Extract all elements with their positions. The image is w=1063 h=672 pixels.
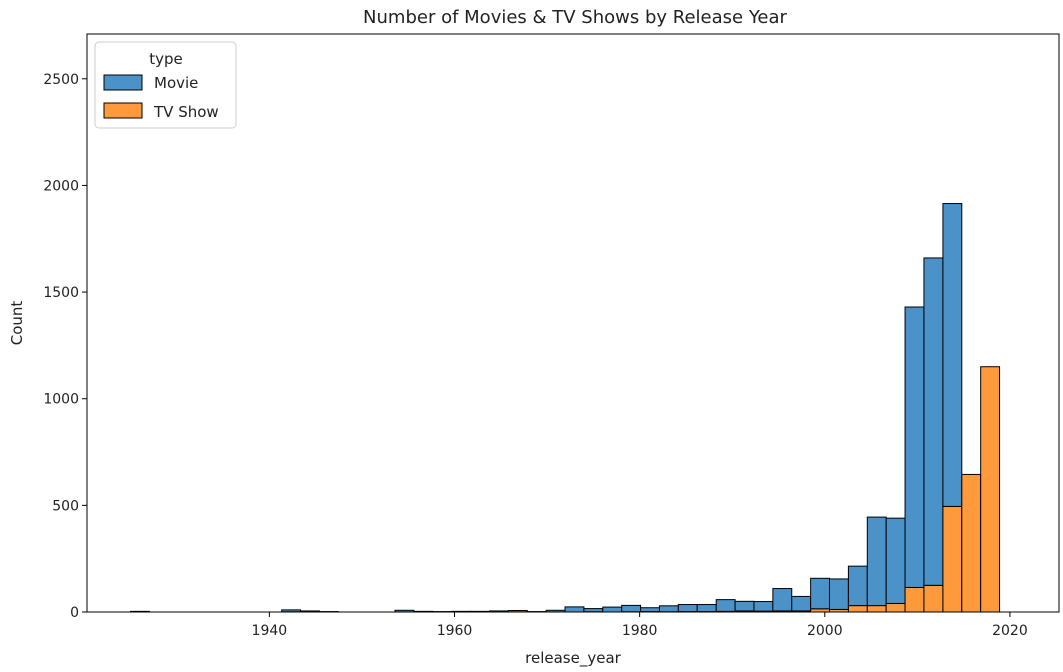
y-axis: 0 500 1000 1500 2000 2500 (43, 72, 87, 621)
x-axis-title: release_year (525, 649, 621, 668)
plot-area (130, 203, 1001, 613)
x-tick-label: 1940 (252, 623, 288, 639)
x-axis: 1940 1960 1980 2000 2020 (252, 612, 1028, 639)
x-tick-label: 1960 (437, 623, 473, 639)
bar-tv-show (942, 505, 963, 613)
bar-tv-show (980, 366, 1001, 613)
bar-tv-show (923, 584, 944, 613)
bar-movie (658, 605, 679, 613)
bar-tv-show (885, 602, 906, 613)
bar-movie (281, 609, 302, 613)
chart-title: Number of Movies & TV Shows by Release Y… (363, 7, 787, 28)
x-tick-label: 2000 (807, 623, 843, 639)
y-tick-label: 1500 (43, 285, 79, 301)
y-tick-label: 0 (70, 605, 79, 621)
bar-tv-show (904, 586, 925, 613)
legend-title: type (149, 50, 183, 68)
bar-movie (904, 306, 925, 588)
bar-movie (810, 577, 831, 610)
legend-label-tv-show: TV Show (153, 103, 219, 121)
bar-movie (621, 604, 642, 613)
bar-movie (753, 601, 774, 612)
bar-movie (715, 599, 736, 612)
y-tick-label: 500 (52, 498, 79, 514)
legend-swatch-tv-show (103, 102, 143, 119)
bar-movie (942, 203, 963, 507)
bar-movie (583, 608, 604, 613)
bar-movie (677, 604, 698, 613)
bar-movie (564, 606, 585, 613)
bar-movie (885, 517, 906, 604)
legend-swatch-movie (103, 74, 143, 91)
y-tick-label: 1000 (43, 392, 79, 408)
x-tick-label: 2020 (992, 623, 1028, 639)
legend-label-movie: Movie (154, 74, 198, 92)
bar-movie (696, 604, 717, 613)
bar-movie (602, 606, 623, 613)
x-tick-label: 1980 (622, 623, 658, 639)
bar-movie (640, 607, 660, 613)
bar-movie (923, 257, 944, 586)
bar-tv-show (847, 605, 868, 613)
bar-movie (734, 600, 755, 612)
legend: type Movie TV Show (94, 41, 237, 129)
bar-movie (772, 588, 793, 612)
bar-movie (847, 565, 868, 607)
bar-tv-show (961, 473, 982, 613)
bar-movie (829, 578, 849, 610)
y-axis-title: Count (8, 301, 26, 346)
bar-movie (791, 595, 812, 612)
y-tick-label: 2000 (43, 178, 79, 194)
y-tick-label: 2500 (43, 72, 79, 88)
bar-movie (866, 516, 887, 607)
axes-frame (86, 33, 1060, 613)
bar-tv-show (866, 605, 887, 613)
